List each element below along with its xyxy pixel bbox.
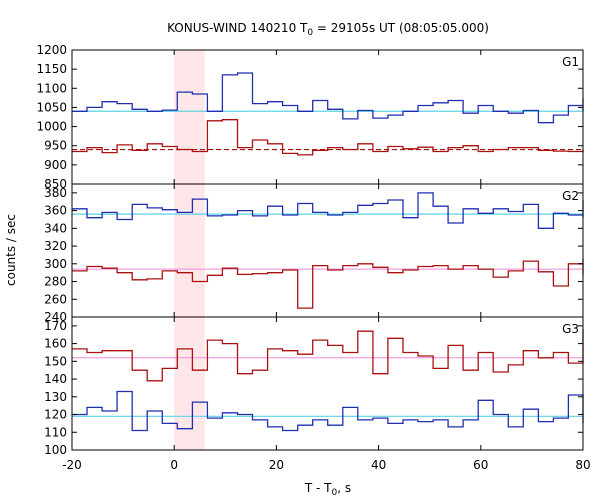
- panel-frame-g3: [71, 316, 584, 451]
- y-tick-label: 320: [44, 239, 67, 253]
- y-tick-label: 900: [44, 158, 67, 172]
- x-tick-label: 20: [269, 458, 284, 472]
- y-tick-label: 260: [44, 292, 67, 306]
- series-g1-blue: [72, 72, 584, 124]
- panel-label-g3: G3: [562, 322, 579, 336]
- x-tick-label: 0: [170, 458, 178, 472]
- series-g2-red: [72, 258, 584, 309]
- chart-title: KONUS-WIND 140210 T0 = 29105s UT (08:05:…: [167, 21, 489, 38]
- y-tick-label: 140: [44, 372, 67, 386]
- panel-label-g2: G2: [562, 189, 579, 203]
- y-tick-label: 300: [44, 257, 67, 271]
- x-tick-label: 80: [575, 458, 590, 472]
- x-axis-label: T - T0, s: [304, 481, 351, 498]
- y-tick-label: 130: [44, 390, 67, 404]
- y-tick-label: 240: [44, 310, 67, 324]
- series-g2-blue: [72, 192, 584, 229]
- y-tick-label: 150: [44, 354, 67, 368]
- y-tick-label: 1000: [36, 120, 67, 134]
- x-tick-label: 60: [473, 458, 488, 472]
- series-g3-red: [72, 329, 584, 382]
- y-tick-label: 380: [44, 186, 67, 200]
- y-tick-label: 160: [44, 337, 67, 351]
- highlight-band: [174, 50, 205, 450]
- series-g1-red: [72, 119, 584, 156]
- y-tick-label: 1100: [36, 81, 67, 95]
- panel-label-g1: G1: [562, 55, 579, 69]
- y-tick-label: 120: [44, 408, 67, 422]
- x-tick-label: 40: [371, 458, 386, 472]
- y-tick-label: 850: [44, 177, 67, 191]
- y-tick-label: 1200: [36, 43, 67, 57]
- panel-frame-g2: [71, 183, 584, 318]
- x-tick-label: -20: [62, 458, 82, 472]
- y-tick-label: 1150: [36, 62, 67, 76]
- y-tick-label: 360: [44, 204, 67, 218]
- y-tick-label: 280: [44, 275, 67, 289]
- panel-frame-g1: [71, 49, 584, 185]
- series-g3-blue: [72, 390, 584, 432]
- y-tick-label: 170: [44, 319, 67, 333]
- y-tick-label: 1050: [36, 100, 67, 114]
- y-tick-label: 100: [44, 443, 67, 457]
- plot-area: 85090095010001050110011501200G1240260280…: [36, 43, 590, 472]
- y-axis-label: counts / sec: [4, 214, 18, 286]
- y-tick-label: 340: [44, 221, 67, 235]
- y-tick-label: 950: [44, 139, 67, 153]
- y-tick-label: 110: [44, 425, 67, 439]
